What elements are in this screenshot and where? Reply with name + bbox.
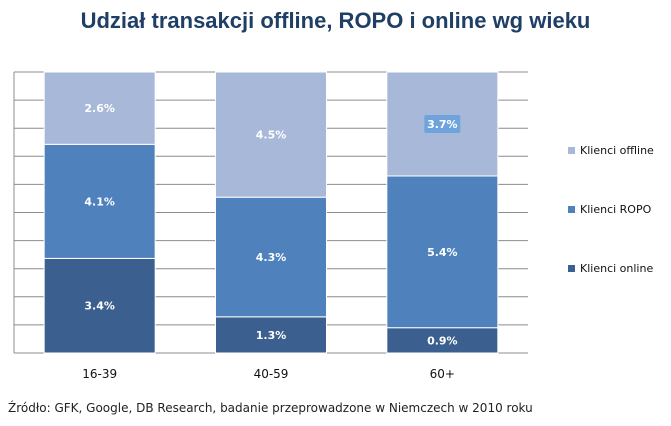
data-label-highlight [424, 114, 461, 133]
bar-segment [43, 71, 156, 145]
bar-segment [215, 71, 327, 198]
data-label: 0.9% [427, 334, 458, 347]
data-label: 4.1% [84, 195, 115, 208]
data-label: 1.3% [256, 329, 287, 342]
bar-segment [386, 175, 499, 329]
data-label: 4.3% [256, 251, 287, 264]
x-tick-label: 60+ [430, 367, 455, 381]
x-tick-label: 16-39 [82, 367, 117, 381]
bars-group: 3.4% 4.1% 2.6% 1.3% 4.3% 4.5% 0.9% 5.4% 3.7% [43, 71, 499, 354]
bar-segment [43, 257, 156, 354]
legend-label: Klienci online [580, 262, 653, 275]
data-label: 3.4% [84, 300, 115, 313]
legend: Klienci offline Klienci ROPO Klienci onlin… [568, 144, 654, 275]
data-label: 2.6% [84, 102, 115, 115]
bar-segment [215, 196, 327, 318]
bar-segment [43, 143, 156, 259]
x-tick-label: 40-59 [254, 367, 289, 381]
data-label: 4.5% [256, 129, 287, 142]
legend-label: Klienci ROPO [580, 203, 652, 216]
legend-swatch [568, 147, 575, 154]
source-note: Źródło: GFK, Google, DB Research, badani… [8, 401, 533, 415]
data-label: 5.4% [427, 246, 458, 259]
bar-segment [215, 316, 327, 354]
x-tick-labels: 16-39 40-59 60+ [82, 367, 455, 381]
legend-swatch [568, 265, 575, 272]
chart-title: Udział transakcji offline, ROPO i online… [80, 8, 591, 33]
data-label: 3.7% [427, 118, 458, 131]
legend-label: Klienci offline [580, 144, 654, 157]
legend-swatch [568, 206, 575, 213]
